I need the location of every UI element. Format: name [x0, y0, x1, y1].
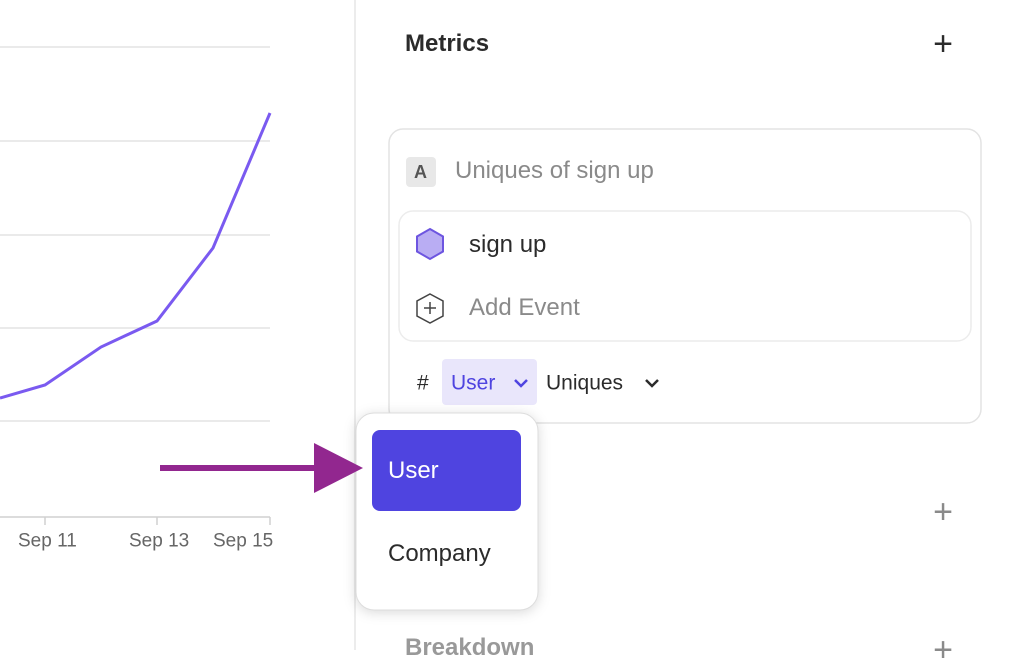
x-tick-label: Sep 13 — [129, 530, 190, 552]
chevron — [514, 379, 528, 388]
entity-label: User — [451, 371, 496, 395]
trend-line — [0, 112, 272, 400]
option-label[interactable]: Company — [388, 540, 491, 567]
arrow-head — [314, 443, 363, 493]
add-event-plus — [424, 302, 436, 314]
add-button[interactable]: + — [933, 493, 953, 531]
event-list — [398, 210, 972, 342]
section-title: Breakdown — [405, 634, 535, 661]
entity-chip[interactable] — [442, 359, 537, 405]
x-tick-label: Sep 11 — [18, 530, 77, 552]
add-button[interactable]: + — [933, 631, 953, 669]
add-button[interactable]: + — [933, 25, 953, 63]
badge-bg — [406, 157, 436, 187]
metric-title[interactable]: Uniques of sign up — [455, 157, 654, 184]
chart-layer — [0, 0, 982, 650]
event-icon — [416, 227, 444, 261]
x-tick-label: Sep 15 — [213, 530, 274, 552]
event-name[interactable]: sign up — [469, 231, 547, 258]
badge: A — [414, 162, 427, 182]
grid — [0, 46, 271, 525]
page: Sep 11 Sep 13 Sep 15 Metrics + A Uniques… — [0, 0, 982, 667]
chevron — [645, 379, 659, 388]
aggregation[interactable]: Uniques — [546, 371, 624, 395]
add-event[interactable]: Add Event — [469, 294, 580, 321]
section-title: Metrics — [405, 30, 490, 57]
selected-option[interactable] — [372, 430, 521, 511]
measure-symbol: # — [417, 371, 429, 395]
option-label: User — [388, 457, 439, 484]
